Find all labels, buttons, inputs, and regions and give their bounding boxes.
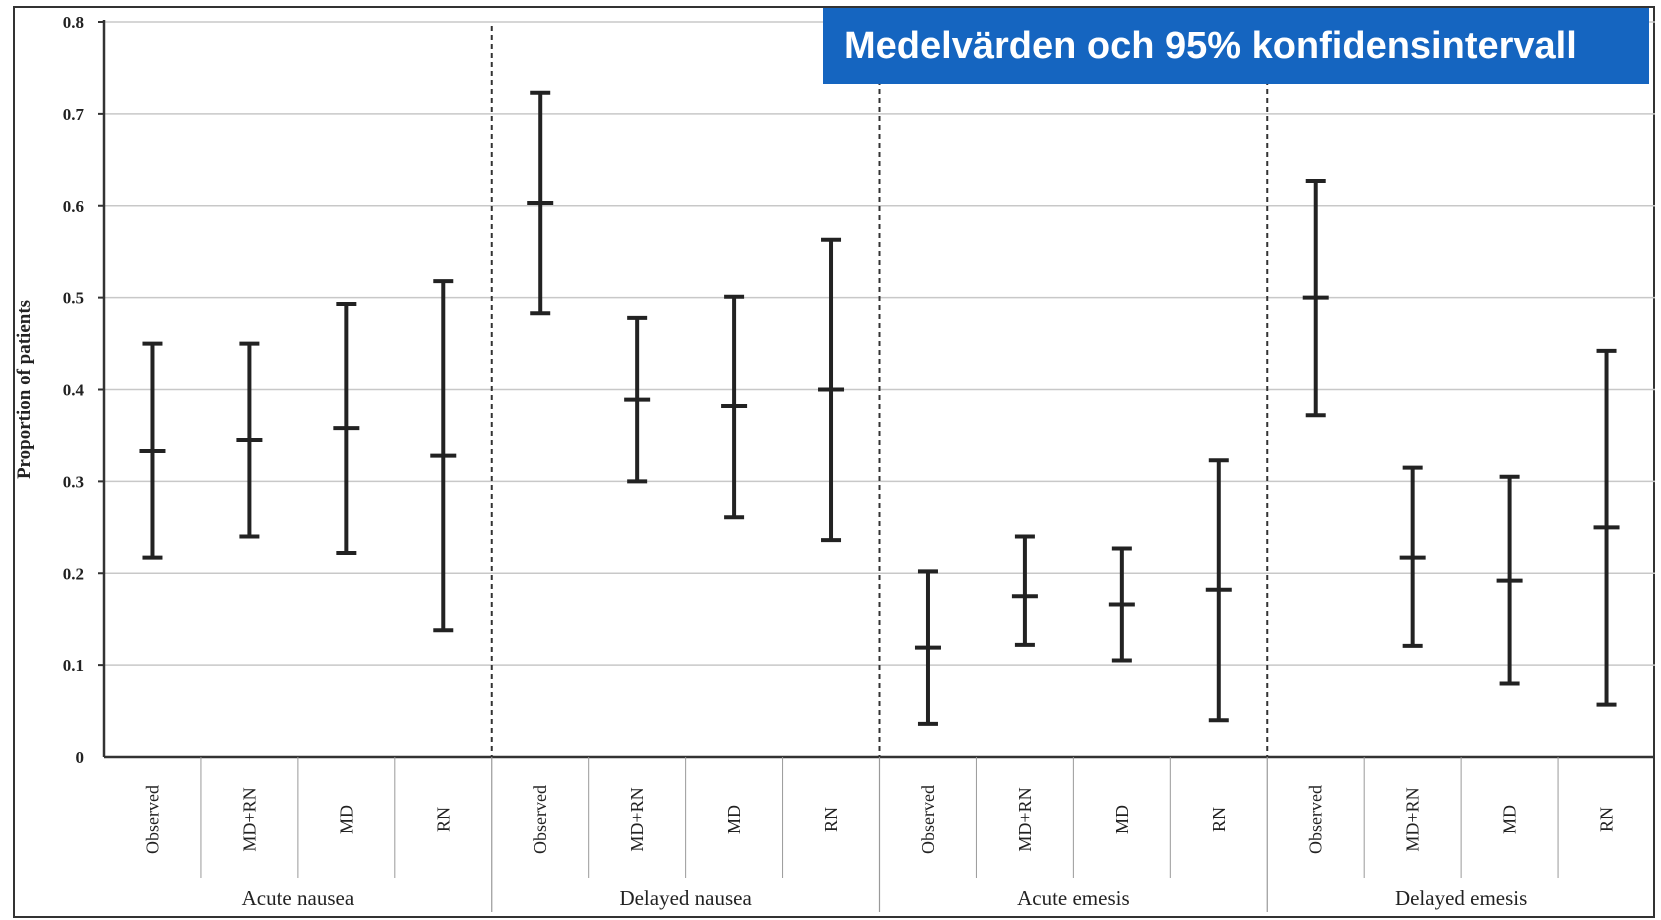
x-group-label: Delayed nausea (619, 886, 752, 910)
y-tick-label: 0.4 (63, 381, 85, 400)
x-category-label: RN (1209, 807, 1229, 832)
chart-frame (13, 6, 1655, 918)
chart-title: Medelvärden och 95% konfidensintervall (823, 8, 1649, 84)
x-group-label: Acute emesis (1017, 886, 1130, 910)
x-category-label: Observed (530, 785, 550, 854)
x-category-label: MD (336, 805, 356, 834)
x-category-label: MD+RN (1015, 787, 1035, 851)
x-category-label: RN (433, 807, 453, 832)
y-axis-label: Proportion of patients (14, 300, 35, 479)
x-category-label: MD (1500, 805, 1520, 834)
x-category-label: Observed (142, 785, 162, 854)
y-tick-label: 0.6 (63, 197, 84, 216)
x-category-label: MD (1112, 805, 1132, 834)
x-category-label: MD+RN (239, 787, 259, 851)
x-category-label: MD+RN (1403, 787, 1423, 851)
y-tick-label: 0.5 (63, 289, 84, 308)
y-tick-label: 0.2 (63, 564, 84, 583)
x-category-label: RN (1597, 807, 1617, 832)
x-category-label: Observed (918, 785, 938, 854)
y-tick-label: 0.3 (63, 472, 84, 491)
x-category-label: MD (724, 805, 744, 834)
y-tick-label: 0.1 (63, 656, 84, 675)
x-category-label: RN (821, 807, 841, 832)
x-category-label: Observed (1306, 785, 1326, 854)
y-tick-label: 0 (76, 748, 85, 767)
x-group-label: Delayed emesis (1395, 886, 1527, 910)
y-tick-label: 0.7 (63, 105, 85, 124)
y-tick-label: 0.8 (63, 13, 84, 32)
x-group-label: Acute nausea (242, 886, 355, 910)
x-category-label: MD+RN (627, 787, 647, 851)
